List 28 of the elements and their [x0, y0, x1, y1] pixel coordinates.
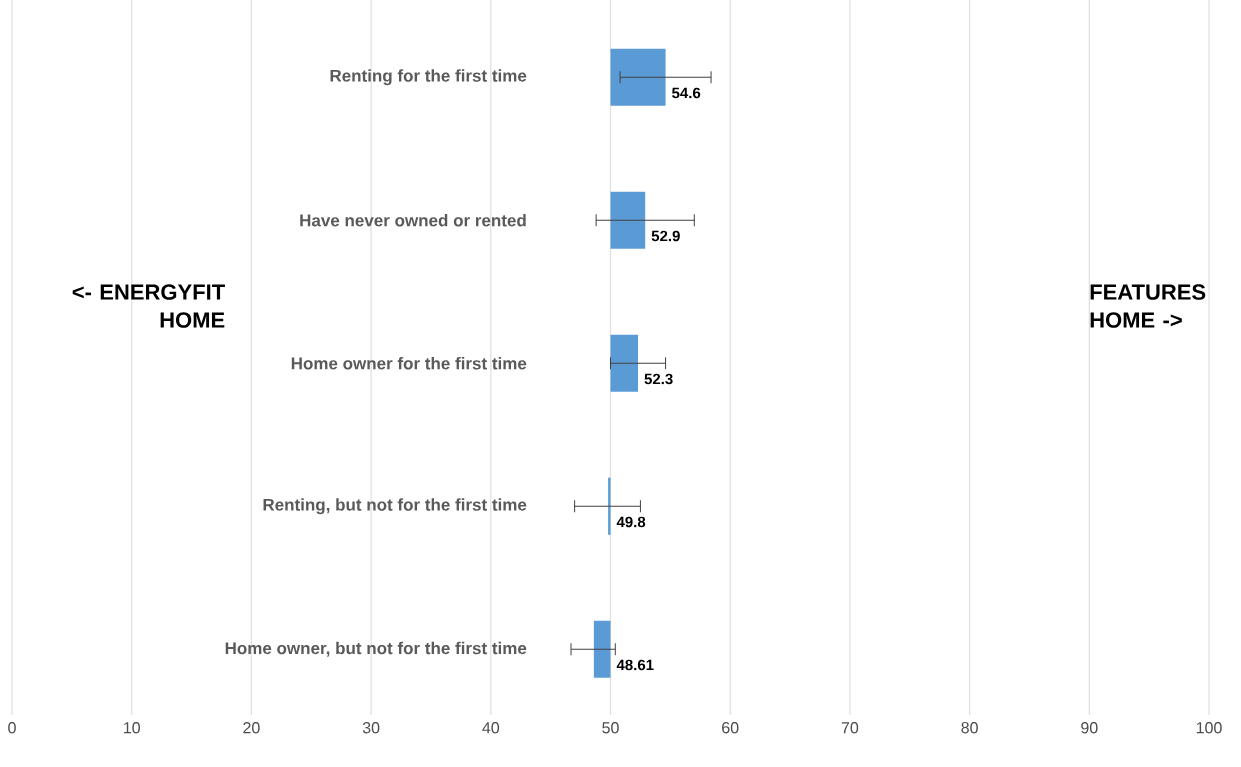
x-tick-label: 30 — [362, 722, 380, 734]
y-tick-label: Home owner, but not for the first time — [225, 641, 527, 657]
x-tick-label: 50 — [602, 722, 619, 734]
annotation: FEATURES HOME -> — [1090, 284, 1206, 328]
data-label: 52.3 — [644, 373, 673, 385]
x-tick-label: 40 — [482, 722, 500, 734]
x-tick-label: 70 — [841, 722, 859, 734]
x-tick-label: 10 — [124, 722, 140, 734]
bar — [608, 477, 611, 535]
bar — [610, 48, 666, 106]
y-tick-label: Have never owned or rented — [300, 213, 526, 227]
x-tick-label: 60 — [722, 722, 739, 734]
x-tick-label: 20 — [243, 722, 260, 734]
bar — [610, 334, 639, 392]
y-tick-label: Renting, but not for the first time — [263, 498, 527, 515]
data-label: 52.9 — [651, 230, 680, 242]
x-tick-label: 0 — [8, 722, 16, 734]
data-label: 48.61 — [616, 659, 654, 671]
y-tick-label: Renting for the first time — [330, 69, 527, 86]
bar — [610, 191, 646, 249]
y-tick-label: Home owner for the first time — [291, 356, 527, 370]
x-tick-label: 80 — [961, 722, 978, 734]
x-tick-label: 100 — [1196, 722, 1222, 734]
annotation: <- ENERGYFIT HOME — [72, 284, 225, 328]
bar — [593, 620, 611, 678]
data-label: 49.8 — [616, 516, 646, 528]
data-label: 54.6 — [672, 87, 701, 99]
x-tick-label: 90 — [1081, 722, 1098, 734]
